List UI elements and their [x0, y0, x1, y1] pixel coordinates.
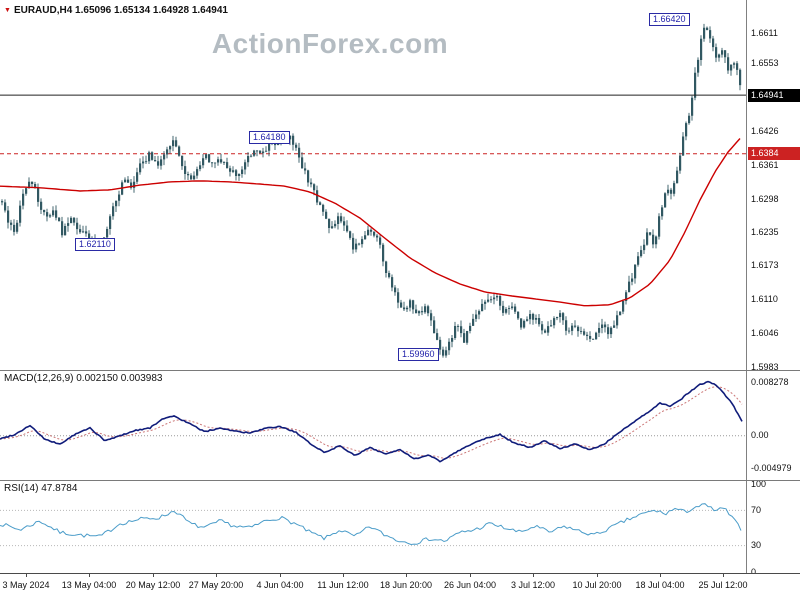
macd-header: MACD(12,26,9) 0.002150 0.003983: [4, 373, 163, 384]
date-label: 26 Jun 04:00: [443, 580, 497, 590]
rsi-axis-label: 30: [751, 540, 762, 551]
time-axis: 3 May 2024 13 May 04:00 20 May 12:00 27 May…: [0, 573, 800, 600]
time-tick: [153, 574, 154, 577]
price-axis-label: 1.6426: [751, 125, 779, 136]
date-label: 11 Jun 12:00: [317, 580, 369, 590]
date-label: 25 Jul 12:00: [698, 580, 748, 590]
date-label: 18 Jul 04:00: [635, 580, 685, 590]
symbol-marker-icon: ▼: [4, 7, 11, 14]
date-label: 3 Jul 12:00: [510, 580, 556, 590]
price-panel: ActionForex.com ▼ EURAUD,H4 1.65096 1.651…: [0, 0, 800, 372]
symbol-header: ▼ EURAUD,H4 1.65096 1.65134 1.64928 1.649…: [4, 5, 228, 16]
time-tick: [723, 574, 724, 577]
moving-average-line: [0, 138, 741, 307]
date-label: 18 Jun 20:00: [379, 580, 433, 590]
price-axis-label: 1.6235: [751, 227, 779, 238]
panel-separator: [0, 370, 800, 371]
macd-axis-label: 0.008278: [751, 376, 789, 387]
time-tick: [470, 574, 471, 577]
price-axis-label: 1.5983: [751, 361, 779, 372]
time-tick: [89, 574, 90, 577]
rsi-header: RSI(14) 47.8784: [4, 483, 78, 494]
time-tick: [280, 574, 281, 577]
candlestick-wicks: [1, 23, 741, 358]
rsi-axis-label: 0: [751, 566, 757, 577]
price-annotation: 1.66420: [649, 13, 690, 26]
date-label: 4 Jun 04:00: [256, 580, 304, 590]
macd-chart-canvas[interactable]: [0, 370, 746, 480]
candlestick-bodies: [1, 27, 742, 356]
date-label: 27 May 20:00: [188, 580, 244, 590]
current-price-tag: 1.64941: [748, 88, 800, 102]
date-label: 10 Jul 20:00: [572, 580, 622, 590]
rsi-axis-label: 70: [751, 504, 762, 515]
date-label: 3 May 2024: [2, 580, 50, 590]
price-axis-label: 1.6046: [751, 327, 779, 338]
price-axis-label: 1.6110: [751, 293, 778, 304]
rsi-panel: RSI(14) 47.8784 100 70 30 0: [0, 478, 800, 577]
panel-separator: [0, 480, 800, 481]
watermark: ActionForex.com: [211, 28, 449, 59]
time-tick: [406, 574, 407, 577]
price-axis: 1.6611 1.6553 1.6426 1.6361 1.6298 1.6235 1.61…: [746, 0, 800, 372]
red-level-tag: 1.6384: [748, 147, 800, 161]
macd-axis-label: -0.004979: [751, 462, 792, 473]
price-chart-canvas[interactable]: [0, 0, 746, 370]
symbol-ohlc-text: EURAUD,H4 1.65096 1.65134 1.64928 1.6494…: [13, 5, 228, 16]
macd-axis-label: 0.00: [751, 430, 769, 441]
time-tick: [533, 574, 534, 577]
price-axis-label: 1.6298: [751, 193, 779, 204]
price-axis-label: 1.6173: [751, 260, 779, 271]
price-axis-label: 1.6553: [751, 58, 779, 69]
time-tick: [597, 574, 598, 577]
macd-signal-line: [0, 386, 743, 459]
price-annotation: 1.59960: [398, 348, 439, 361]
macd-main-line: [0, 380, 743, 463]
rsi-axis-label: 100: [751, 478, 767, 489]
time-tick: [26, 574, 27, 577]
time-tick: [216, 574, 217, 577]
macd-axis: 0.008278 0.00 -0.004979: [746, 370, 800, 480]
rsi-axis: 100 70 30 0: [746, 478, 800, 577]
rsi-chart-canvas[interactable]: [0, 480, 746, 573]
rsi-line: [0, 503, 742, 546]
price-annotation: 1.64180: [249, 131, 290, 144]
date-label: 13 May 04:00: [61, 580, 117, 590]
time-tick: [343, 574, 344, 577]
price-annotation: 1.62110: [75, 238, 115, 251]
time-tick: [660, 574, 661, 577]
price-axis-label: 1.6361: [751, 160, 779, 171]
macd-panel: MACD(12,26,9) 0.002150 0.003983 0.008278…: [0, 370, 800, 480]
date-label: 20 May 12:00: [125, 580, 181, 590]
price-axis-label: 1.6611: [751, 27, 778, 38]
